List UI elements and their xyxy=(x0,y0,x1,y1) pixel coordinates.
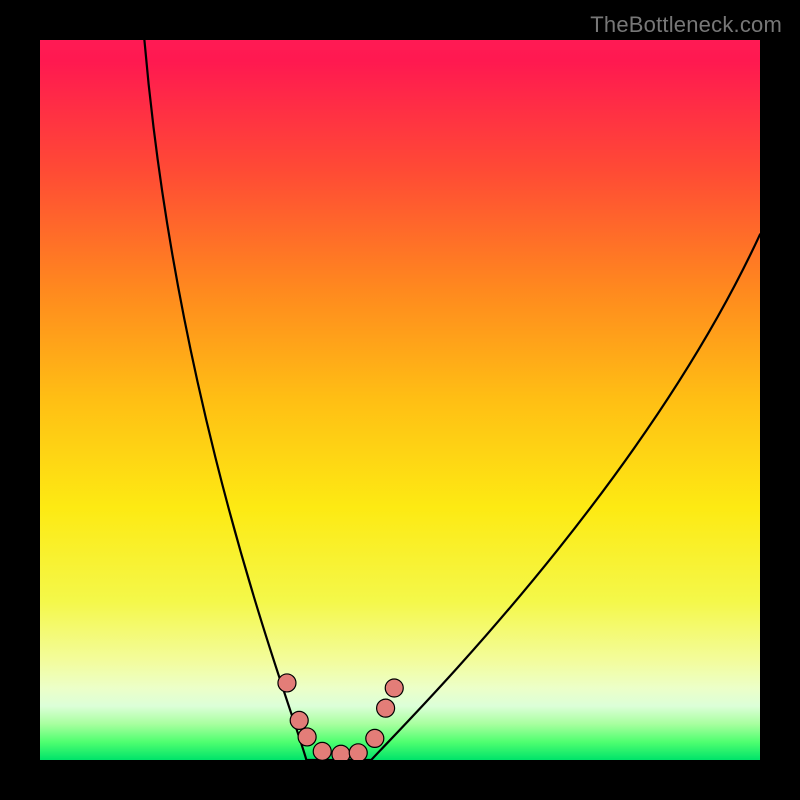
curve-marker xyxy=(290,711,308,729)
watermark-text: TheBottleneck.com xyxy=(590,12,782,38)
chart-container: TheBottleneck.com xyxy=(0,0,800,800)
curve-marker xyxy=(385,679,403,697)
curve-marker xyxy=(278,674,296,692)
plot-gradient-background xyxy=(40,40,760,760)
curve-marker xyxy=(366,729,384,747)
curve-marker xyxy=(298,728,316,746)
curve-marker xyxy=(377,699,395,717)
curve-marker xyxy=(313,742,331,760)
curve-marker xyxy=(349,744,367,762)
bottleneck-curve-chart xyxy=(0,0,800,800)
